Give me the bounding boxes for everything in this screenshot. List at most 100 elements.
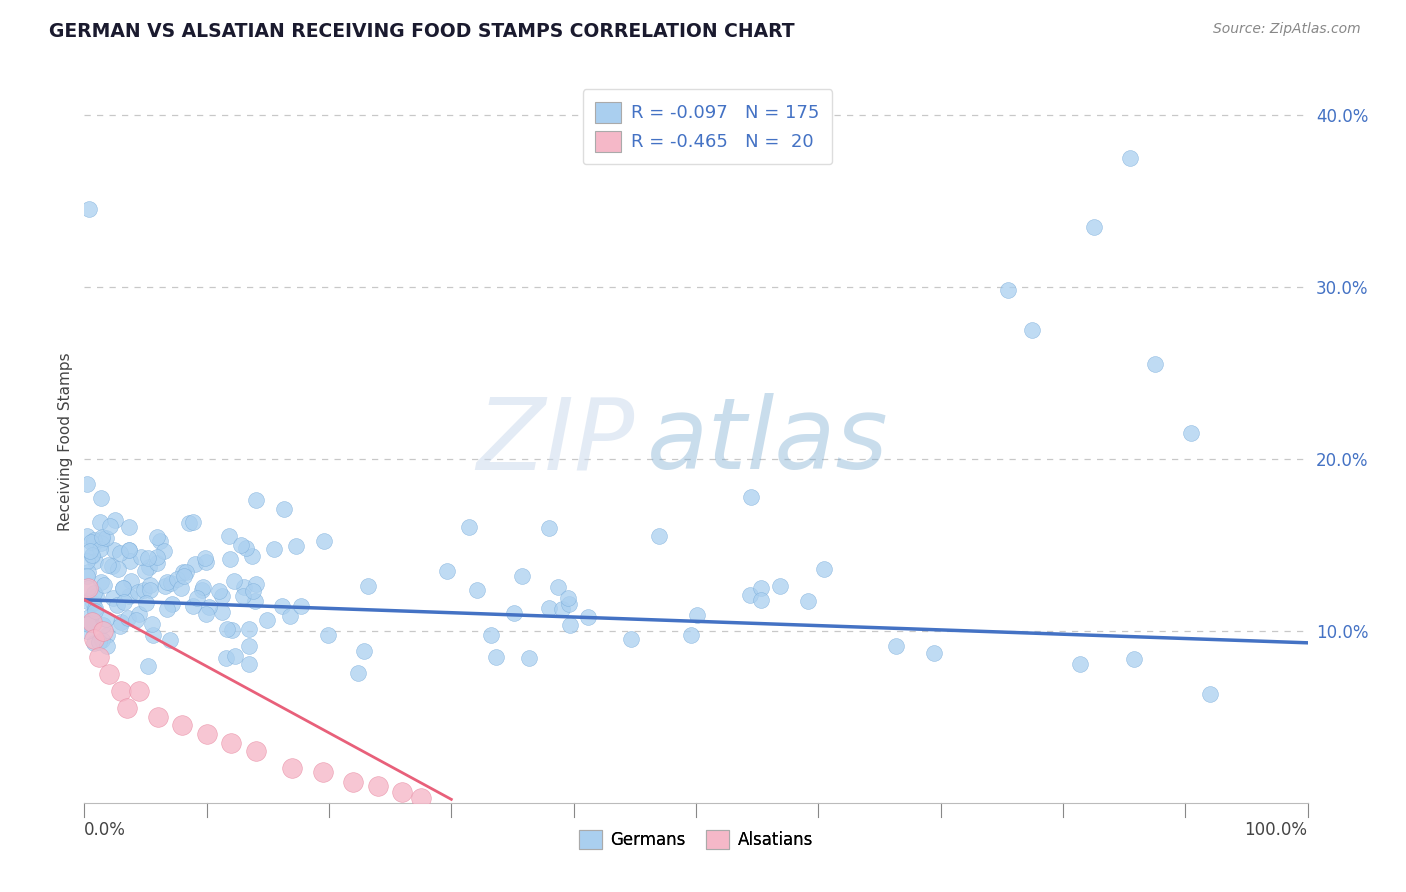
Point: [89, 541, 111, 556]
Point: [177, 516, 200, 530]
Point: [97, 666, 120, 681]
Point: [183, 557, 205, 571]
Point: [1069, 657, 1091, 671]
Point: [110, 684, 132, 698]
Point: [170, 581, 193, 595]
Text: Source: ZipAtlas.com: Source: ZipAtlas.com: [1213, 22, 1361, 37]
Point: [1180, 425, 1202, 440]
Point: [76, 569, 98, 583]
Legend: Germans, Alsatians: Germans, Alsatians: [572, 823, 820, 856]
Point: [347, 666, 370, 681]
Point: [117, 611, 139, 625]
Point: [127, 584, 149, 599]
Point: [98, 519, 121, 533]
Point: [884, 639, 907, 653]
Point: [391, 785, 413, 799]
Point: [118, 543, 141, 558]
Point: [84, 553, 107, 567]
Point: [219, 735, 242, 749]
Point: [1143, 357, 1166, 371]
Point: [77, 581, 100, 595]
Point: [76, 565, 98, 579]
Point: [367, 779, 389, 793]
Point: [679, 628, 702, 642]
Point: [245, 493, 267, 508]
Point: [195, 727, 218, 741]
Point: [256, 613, 278, 627]
Point: [229, 538, 252, 552]
Point: [1198, 687, 1220, 701]
Point: [76, 624, 98, 638]
Point: [620, 632, 643, 646]
Point: [83, 586, 105, 600]
Point: [118, 543, 141, 558]
Point: [557, 597, 579, 611]
Point: [181, 515, 204, 529]
Point: [96, 639, 118, 653]
Point: [1119, 151, 1142, 165]
Point: [80, 615, 103, 630]
Point: [90, 535, 112, 549]
Point: [465, 583, 488, 598]
Point: [134, 582, 156, 597]
Point: [191, 582, 214, 597]
Point: [159, 576, 181, 591]
Point: [82, 615, 104, 629]
Point: [84, 589, 107, 603]
Point: [156, 575, 179, 590]
Point: [238, 639, 260, 653]
Point: [166, 572, 188, 586]
Point: [82, 596, 104, 610]
Point: [314, 534, 336, 549]
Point: [353, 644, 375, 658]
Point: [91, 533, 114, 547]
Point: [90, 574, 112, 589]
Point: [211, 589, 233, 603]
Point: [79, 610, 101, 624]
Point: [245, 577, 267, 591]
Point: [211, 605, 233, 619]
Point: [215, 651, 238, 665]
Point: [83, 536, 105, 550]
Point: [91, 633, 114, 648]
Point: [686, 608, 709, 623]
Point: [740, 490, 762, 504]
Point: [83, 632, 105, 647]
Point: [125, 613, 148, 627]
Point: [235, 541, 257, 555]
Text: 100.0%: 100.0%: [1244, 821, 1308, 838]
Point: [290, 599, 312, 613]
Point: [142, 628, 165, 642]
Point: [224, 574, 246, 588]
Point: [139, 578, 162, 592]
Point: [110, 615, 132, 630]
Point: [103, 542, 125, 557]
Point: [538, 520, 561, 534]
Point: [510, 569, 533, 583]
Y-axis label: Receiving Food Stamps: Receiving Food Stamps: [58, 352, 73, 531]
Point: [738, 587, 761, 601]
Point: [270, 599, 292, 614]
Text: GERMAN VS ALSATIAN RECEIVING FOOD STAMPS CORRELATION CHART: GERMAN VS ALSATIAN RECEIVING FOOD STAMPS…: [49, 22, 794, 41]
Point: [273, 501, 295, 516]
Point: [233, 580, 256, 594]
Point: [89, 515, 111, 529]
Point: [238, 622, 260, 636]
Point: [318, 628, 340, 642]
Point: [134, 564, 156, 578]
Point: [342, 775, 364, 789]
Point: [749, 581, 772, 595]
Point: [194, 607, 217, 621]
Point: [557, 591, 579, 605]
Point: [91, 530, 114, 544]
Point: [173, 569, 195, 583]
Text: ZIP: ZIP: [477, 393, 636, 490]
Point: [159, 633, 181, 648]
Point: [1083, 219, 1105, 234]
Point: [436, 564, 458, 578]
Point: [245, 594, 267, 608]
Point: [409, 790, 432, 805]
Point: [232, 590, 254, 604]
Point: [146, 557, 169, 571]
Point: [83, 636, 105, 650]
